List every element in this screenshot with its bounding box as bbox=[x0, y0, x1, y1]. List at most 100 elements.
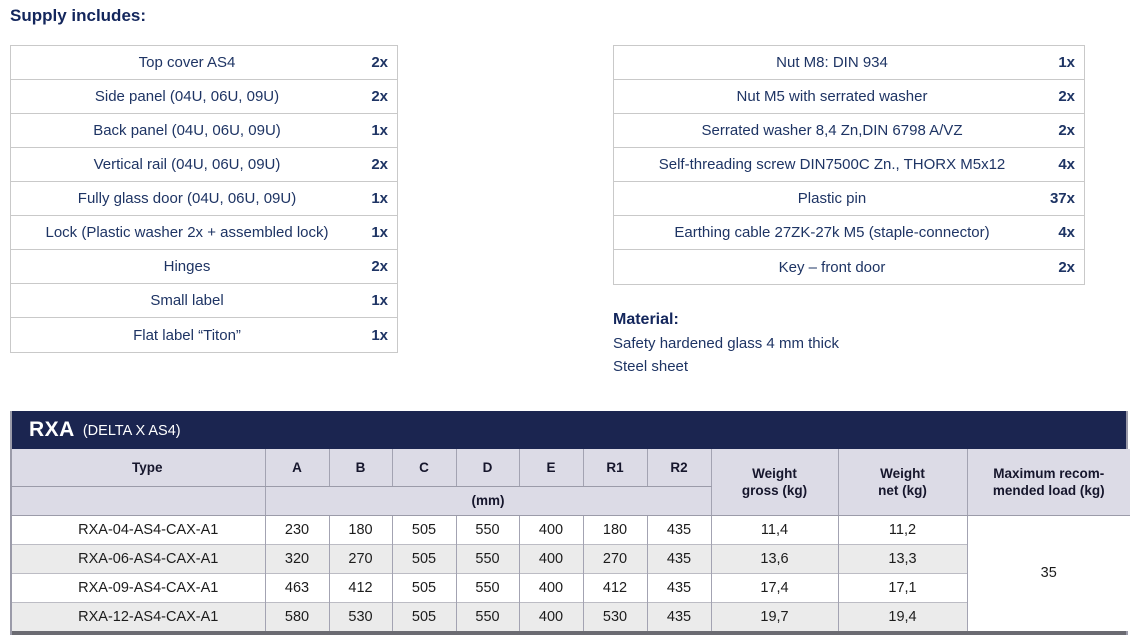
spec-data-row: RXA-06-AS4-CAX-A1 320 270 505 550 400 27… bbox=[12, 543, 1130, 573]
cell-dim: 400 bbox=[518, 572, 583, 602]
material-block: Material: Safety hardened glass 4 mm thi… bbox=[613, 311, 839, 378]
cell-dim: 400 bbox=[518, 601, 583, 631]
page-title: Supply includes: bbox=[10, 6, 147, 25]
supply-item-label: Side panel (04U, 06U, 09U) bbox=[94, 88, 280, 105]
cell-dim: 580 bbox=[264, 601, 329, 631]
cell-dim: 412 bbox=[328, 572, 392, 602]
supply-row: Self-threading screw DIN7500C Zn., THORX… bbox=[614, 148, 1084, 182]
supply-row: Flat label “Titon” 1x bbox=[11, 318, 397, 352]
cell-dim: 435 bbox=[646, 601, 711, 631]
cell-dim: 550 bbox=[455, 514, 519, 544]
cell-dim: 270 bbox=[328, 543, 392, 573]
supply-row: Nut M8: DIN 934 1x bbox=[614, 46, 1084, 80]
supply-row: Serrated washer 8,4 Zn,DIN 6798 A/VZ 2x bbox=[614, 114, 1084, 148]
supply-item-qty: 2x bbox=[371, 88, 388, 105]
supply-item-qty: 2x bbox=[1058, 122, 1075, 139]
supply-item-label: Back panel (04U, 06U, 09U) bbox=[93, 122, 281, 139]
supply-row: Fully glass door (04U, 06U, 09U) 1x bbox=[11, 182, 397, 216]
cell-dim: 530 bbox=[328, 601, 392, 631]
supply-item-label: Plastic pin bbox=[797, 190, 867, 207]
supply-item-label: Earthing cable 27ZK-27k M5 (staple-conne… bbox=[674, 224, 990, 241]
col-header-d: D bbox=[455, 449, 519, 487]
supply-row: Vertical rail (04U, 06U, 09U) 2x bbox=[11, 148, 397, 182]
cell-weight-net: 11,2 bbox=[837, 514, 967, 544]
cell-weight-gross: 11,4 bbox=[710, 514, 838, 544]
supply-item-qty: 1x bbox=[371, 190, 388, 207]
supply-item-label: Nut M5 with serrated washer bbox=[736, 88, 928, 105]
cell-dim: 400 bbox=[518, 514, 583, 544]
table-bottom-strip bbox=[12, 631, 1126, 635]
col-header-weight-net: Weight net (kg) bbox=[837, 449, 967, 516]
cell-type: RXA-12-AS4-CAX-A1 bbox=[12, 601, 265, 631]
unit-label: (mm) bbox=[264, 486, 711, 516]
supply-row: Small label 1x bbox=[11, 284, 397, 318]
cell-weight-net: 13,3 bbox=[837, 543, 967, 573]
cell-dim: 550 bbox=[455, 601, 519, 631]
supply-item-qty: 2x bbox=[371, 54, 388, 71]
supply-item-qty: 2x bbox=[1058, 88, 1075, 105]
supply-item-qty: 2x bbox=[371, 156, 388, 173]
spec-header-row: Type A B C D E R1 R2 Weight gross (kg) W… bbox=[12, 449, 1130, 516]
cell-dim: 505 bbox=[391, 514, 456, 544]
col-header-type: Type bbox=[12, 449, 265, 487]
cell-type: RXA-06-AS4-CAX-A1 bbox=[12, 543, 265, 573]
supply-item-qty: 4x bbox=[1058, 156, 1075, 173]
cell-type: RXA-04-AS4-CAX-A1 bbox=[12, 514, 265, 544]
col-header-a: A bbox=[264, 449, 329, 487]
cell-weight-gross: 17,4 bbox=[710, 572, 838, 602]
cell-dim: 463 bbox=[264, 572, 329, 602]
spec-data-row: RXA-09-AS4-CAX-A1 463 412 505 550 400 41… bbox=[12, 572, 1130, 602]
cell-type: RXA-09-AS4-CAX-A1 bbox=[12, 572, 265, 602]
cell-weight-gross: 19,7 bbox=[710, 601, 838, 631]
cell-weight-net: 19,4 bbox=[837, 601, 967, 631]
unit-row-empty-cell bbox=[12, 486, 265, 516]
supply-row: Plastic pin 37x bbox=[614, 182, 1084, 216]
supply-item-qty: 2x bbox=[1058, 258, 1075, 276]
col-header-b: B bbox=[328, 449, 392, 487]
cell-dim: 180 bbox=[582, 514, 647, 544]
col-header-c: C bbox=[391, 449, 456, 487]
spec-table: RXA (DELTA X AS4) Type A B C D E R1 R2 bbox=[10, 411, 1130, 635]
supply-item-label: Serrated washer 8,4 Zn,DIN 6798 A/VZ bbox=[701, 122, 963, 139]
supply-item-qty: 1x bbox=[371, 326, 388, 344]
supply-row: Earthing cable 27ZK-27k M5 (staple-conne… bbox=[614, 216, 1084, 250]
supply-item-qty: 2x bbox=[371, 258, 388, 275]
material-line: Steel sheet bbox=[613, 358, 689, 375]
supply-item-qty: 4x bbox=[1058, 224, 1075, 241]
supply-item-qty: 37x bbox=[1049, 190, 1075, 207]
col-header-r1: R1 bbox=[582, 449, 647, 487]
supply-item-qty: 1x bbox=[371, 292, 388, 309]
supply-row: Nut M5 with serrated washer 2x bbox=[614, 80, 1084, 114]
cell-dim: 550 bbox=[455, 543, 519, 573]
supply-row: Side panel (04U, 06U, 09U) 2x bbox=[11, 80, 397, 114]
supply-item-label: Key – front door bbox=[778, 258, 886, 276]
cell-dim: 505 bbox=[391, 572, 456, 602]
cell-dim: 505 bbox=[391, 543, 456, 573]
supply-item-label: Self-threading screw DIN7500C Zn., THORX… bbox=[658, 156, 1006, 173]
supply-item-qty: 1x bbox=[371, 224, 388, 241]
col-header-weight-gross: Weight gross (kg) bbox=[710, 449, 838, 516]
cell-weight-gross: 13,6 bbox=[710, 543, 838, 573]
supply-item-label: Top cover AS4 bbox=[138, 54, 236, 71]
supply-row: Key – front door 2x bbox=[614, 250, 1084, 284]
cell-dim: 435 bbox=[646, 543, 711, 573]
supply-item-label: Small label bbox=[150, 292, 224, 309]
supply-item-label: Hinges bbox=[163, 258, 211, 275]
material-line: Safety hardened glass 4 mm thick bbox=[613, 335, 839, 352]
supply-row: Hinges 2x bbox=[11, 250, 397, 284]
spec-data-row: RXA-12-AS4-CAX-A1 580 530 505 550 400 53… bbox=[12, 601, 1130, 631]
supply-item-label: Nut M8: DIN 934 bbox=[776, 54, 888, 71]
cell-dim: 270 bbox=[582, 543, 647, 573]
supply-item-qty: 1x bbox=[371, 122, 388, 139]
supply-row: Back panel (04U, 06U, 09U) 1x bbox=[11, 114, 397, 148]
cell-dim: 550 bbox=[455, 572, 519, 602]
supply-item-label: Flat label “Titon” bbox=[133, 326, 241, 344]
cell-dim: 505 bbox=[391, 601, 456, 631]
cell-dim: 412 bbox=[582, 572, 647, 602]
spec-unit-row: (mm) bbox=[12, 486, 1130, 516]
cell-weight-net: 17,1 bbox=[837, 572, 967, 602]
supply-item-label: Lock (Plastic washer 2x + assembled lock… bbox=[45, 224, 329, 241]
cell-max-load: 35 bbox=[966, 514, 1130, 631]
supply-item-qty: 1x bbox=[1058, 54, 1075, 71]
